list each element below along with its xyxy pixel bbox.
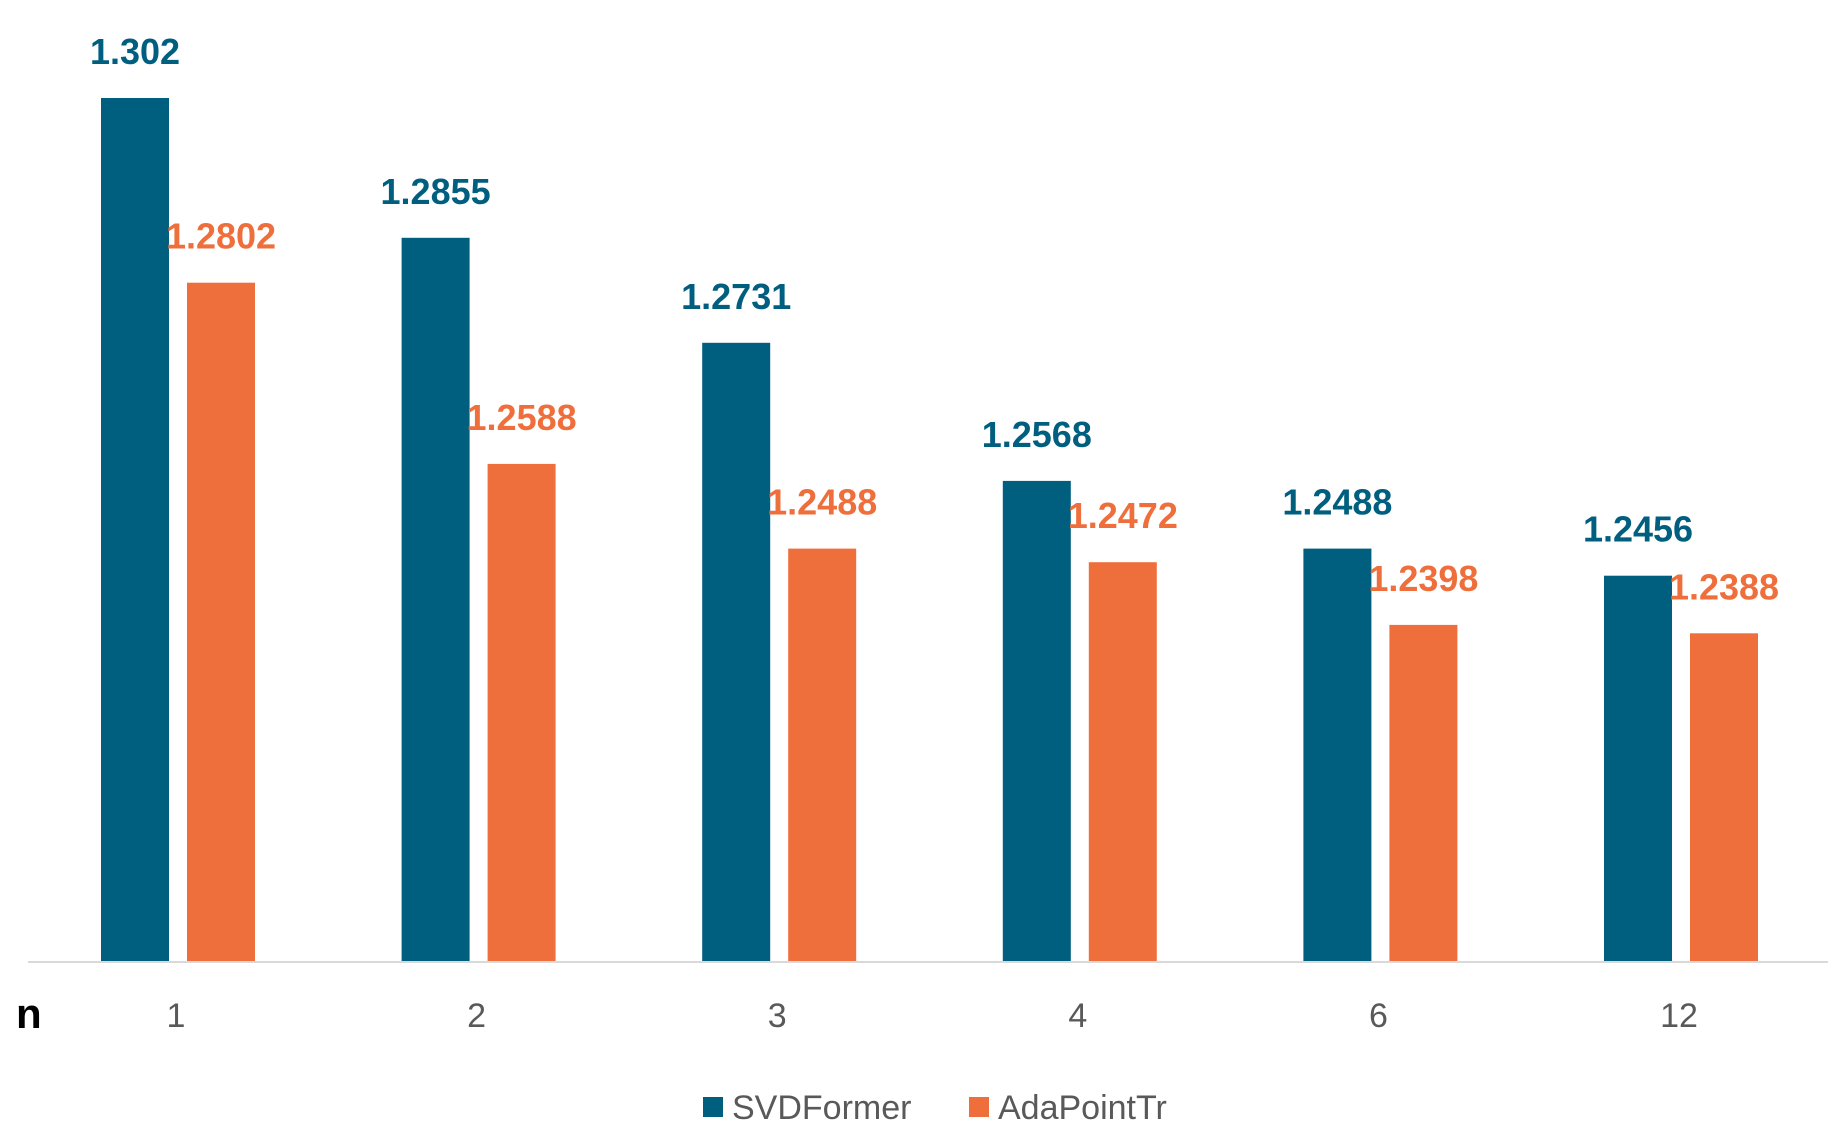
data-label-svdformer-12: 1.2456 <box>1583 509 1693 550</box>
x-tick-labels-group: 1 2 3 4 6 12 <box>167 997 1698 1035</box>
bar-adapointtr-3 <box>788 548 857 962</box>
bar-adapointtr-1 <box>187 282 255 962</box>
legend-swatch-svdformer <box>703 1097 723 1117</box>
x-tick-label-4: 4 <box>1068 997 1087 1035</box>
bar-adapointtr-12 <box>1690 633 1758 962</box>
bar-svdformer-3 <box>702 342 771 962</box>
x-tick-label-2: 2 <box>467 997 486 1035</box>
x-tick-label-12: 12 <box>1660 997 1698 1035</box>
legend-swatch-adapointtr <box>969 1097 989 1117</box>
data-label-svdformer-4: 1.2568 <box>982 414 1092 455</box>
data-label-adapointtr-2: 1.2588 <box>467 397 577 438</box>
bar-svdformer-2 <box>401 237 470 963</box>
bar-adapointtr-4 <box>1088 562 1157 962</box>
bars-group <box>101 98 1758 963</box>
bar-svdformer-1 <box>101 98 169 962</box>
x-tick-label-1: 1 <box>167 997 186 1035</box>
x-tick-label-6: 6 <box>1369 997 1388 1035</box>
data-label-adapointtr-12: 1.2388 <box>1669 566 1779 607</box>
data-label-adapointtr-1: 1.2802 <box>166 216 276 257</box>
x-tick-label-3: 3 <box>768 997 787 1035</box>
data-label-svdformer-6: 1.2488 <box>1282 482 1392 523</box>
x-axis-title: n <box>16 990 42 1037</box>
bar-svdformer-6 <box>1303 548 1372 962</box>
data-label-adapointtr-3: 1.2488 <box>767 482 877 523</box>
legend-label-svdformer: SVDFormer <box>732 1089 911 1127</box>
data-label-adapointtr-6: 1.2398 <box>1368 558 1478 599</box>
bar-svdformer-12 <box>1604 575 1672 962</box>
bar-svdformer-4 <box>1002 480 1071 962</box>
legend-label-adapointtr: AdaPointTr <box>998 1089 1167 1127</box>
data-labels-group: 1.302 1.2802 1.2855 1.2588 1.2731 1.2488 1.256… <box>90 31 1779 607</box>
data-label-svdformer-1: 1.302 <box>90 31 180 72</box>
bar-adapointtr-6 <box>1389 624 1458 962</box>
data-label-adapointtr-4: 1.2472 <box>1068 495 1178 536</box>
bar-adapointtr-2 <box>487 463 556 962</box>
legend: SVDFormer AdaPointTr <box>703 1089 1167 1127</box>
data-label-svdformer-3: 1.2731 <box>681 276 791 317</box>
data-label-svdformer-2: 1.2855 <box>381 171 491 212</box>
